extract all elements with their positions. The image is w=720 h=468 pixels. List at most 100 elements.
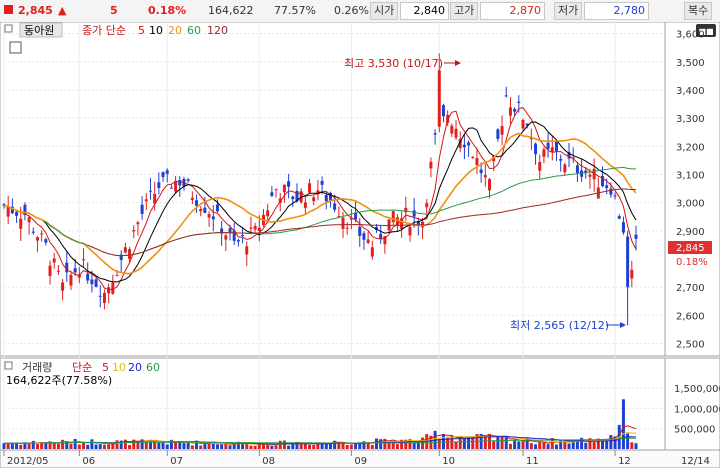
volume-bar [136, 441, 140, 449]
volume-bar [274, 445, 278, 449]
candle-body [554, 141, 558, 152]
volume-bar [278, 440, 282, 449]
candle-body [433, 133, 437, 135]
volume-bar [52, 442, 56, 449]
volume-bar [550, 438, 554, 449]
price-axis-panel [664, 22, 720, 357]
candle-body [454, 128, 458, 138]
volume-bar [588, 438, 592, 449]
volume-bar [571, 440, 575, 449]
candle-body [429, 161, 433, 169]
legend-checkbox[interactable] [4, 24, 13, 33]
volume-legend-label: 거래량 [22, 361, 52, 374]
volume-bar [178, 442, 182, 449]
up-arrow-icon: ▲ [58, 4, 67, 17]
candle-body [123, 247, 127, 253]
axis-menu-button[interactable] [696, 24, 716, 37]
volume-bar [35, 443, 39, 449]
volume-bar [462, 438, 466, 449]
volume-bar [333, 440, 337, 449]
volume-bar [408, 439, 412, 449]
candle-body [35, 237, 39, 241]
candle-body [140, 204, 144, 214]
candle-body [488, 179, 492, 191]
volume-bar [65, 441, 69, 449]
candle-body [508, 107, 512, 116]
date-tick-label: 11 [526, 456, 539, 467]
candle-body [10, 206, 14, 214]
candle-body [366, 239, 370, 243]
date-tick-label: 08 [262, 456, 275, 467]
volume-bar [90, 439, 94, 449]
volume-bar [454, 441, 458, 449]
volume-bar [467, 437, 471, 449]
volume-bar [308, 444, 312, 449]
volume-legend-checkbox[interactable] [4, 361, 13, 370]
price-tick-label: 2,600 [676, 311, 705, 322]
volume-bar [634, 443, 638, 449]
volume-bar [19, 444, 23, 449]
volume-bar [370, 444, 374, 449]
ma-legend-120: 120 [207, 24, 228, 37]
ma-line-10 [3, 121, 637, 283]
candle-body [40, 233, 44, 235]
candle-body [102, 292, 106, 304]
candle-body [462, 144, 466, 148]
volume-bar [483, 436, 487, 449]
volume-ma-line-60 [3, 437, 636, 444]
candle-body [132, 229, 136, 232]
candle-body [195, 200, 199, 206]
volume-bar [261, 443, 265, 449]
volume-bar [6, 443, 10, 449]
volume-bar [186, 442, 190, 449]
low-annotation: 최저 2,565 (12/12) [510, 319, 609, 332]
current-price-box [668, 241, 712, 254]
candle-body [504, 95, 508, 97]
candle-body [278, 198, 282, 203]
volume-bar [387, 442, 391, 449]
candle-body [328, 192, 332, 202]
volume-bar [400, 439, 404, 449]
volume-bar [123, 439, 127, 449]
volume-bar [349, 444, 353, 449]
volume-bar [567, 443, 571, 449]
candle-body [245, 246, 249, 255]
candle-body [395, 217, 399, 226]
volume-bar [563, 439, 567, 449]
volume-bar [517, 441, 521, 449]
volume-bar [73, 438, 77, 449]
volume-bar [203, 442, 207, 449]
volume-legend-prefix: 단순 [72, 361, 92, 374]
volume-bar [10, 442, 14, 449]
candle-body [567, 152, 571, 159]
volume-bar [94, 444, 98, 449]
current-price-label: 2,845 [676, 243, 705, 254]
volume-bar [525, 437, 529, 449]
candle-body [90, 279, 94, 285]
volume-bar [320, 442, 324, 449]
ma-line-20 [3, 132, 637, 275]
date-tick-label: 12/14 [681, 456, 710, 467]
volume-bar [538, 442, 542, 449]
legend-square-icon[interactable] [9, 41, 22, 54]
stock-name-box [19, 22, 63, 38]
high-label: 고가 [450, 2, 479, 20]
candle-body [174, 180, 178, 192]
price-tick-label: 3,300 [676, 114, 705, 125]
candle-body [61, 282, 65, 291]
low-arrowhead [620, 322, 626, 328]
candle-body [349, 217, 353, 220]
volume-bar [207, 443, 211, 449]
volume-tick-label: 500,000 [674, 425, 715, 436]
copy-button[interactable]: 복수 [684, 2, 713, 20]
candle-body [224, 235, 228, 240]
volume-bar [375, 438, 379, 449]
volume-bar [416, 442, 420, 449]
current-pct-label: 0.18% [676, 257, 708, 268]
volume-bar [199, 445, 203, 449]
volume-bar [601, 439, 605, 449]
candle-body [542, 149, 546, 157]
volume-bar [245, 442, 249, 449]
price-tick-label: 2,700 [676, 283, 705, 294]
candle-body [391, 211, 395, 223]
